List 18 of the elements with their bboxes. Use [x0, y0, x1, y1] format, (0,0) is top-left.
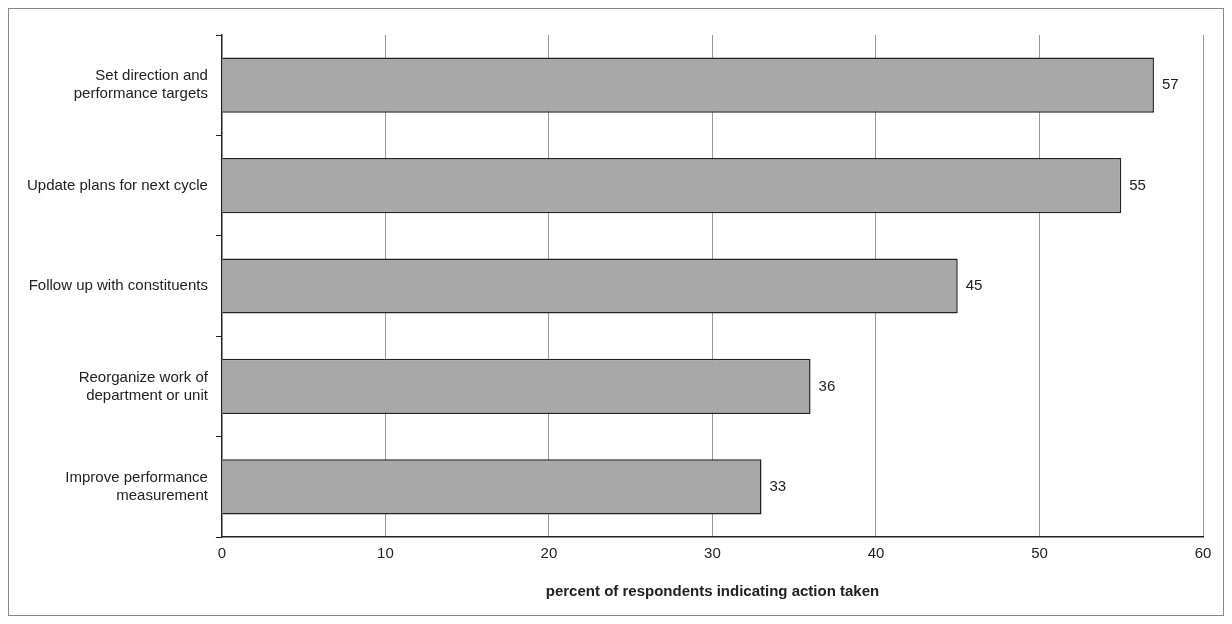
x-tick-label: 30: [704, 544, 721, 562]
x-tick-label: 60: [1194, 544, 1212, 562]
x-tick-label: 10: [377, 544, 394, 562]
x-tick-label: 50: [1031, 544, 1048, 562]
y-tick-label: Update plans for next cycle: [26, 175, 208, 193]
x-axis-title: percent of respondents indicating action taken: [545, 582, 880, 600]
data-label: 45: [965, 276, 983, 294]
y-tick-label: Set direction and performance targets: [73, 66, 208, 102]
x-tick-label: 40: [867, 544, 885, 562]
data-label: 57: [1161, 75, 1179, 93]
data-label: 55: [1129, 175, 1146, 193]
y-tick-label: Follow up with constituents: [28, 276, 208, 294]
data-label: 36: [818, 376, 836, 394]
y-tick-label: Improve performance measurement: [65, 467, 209, 503]
y-tick-label: Reorganize work of department or unit: [78, 367, 209, 403]
x-tick-label: 0: [217, 544, 227, 562]
x-tick-label: 20: [540, 544, 558, 562]
data-label: 33: [769, 476, 787, 494]
